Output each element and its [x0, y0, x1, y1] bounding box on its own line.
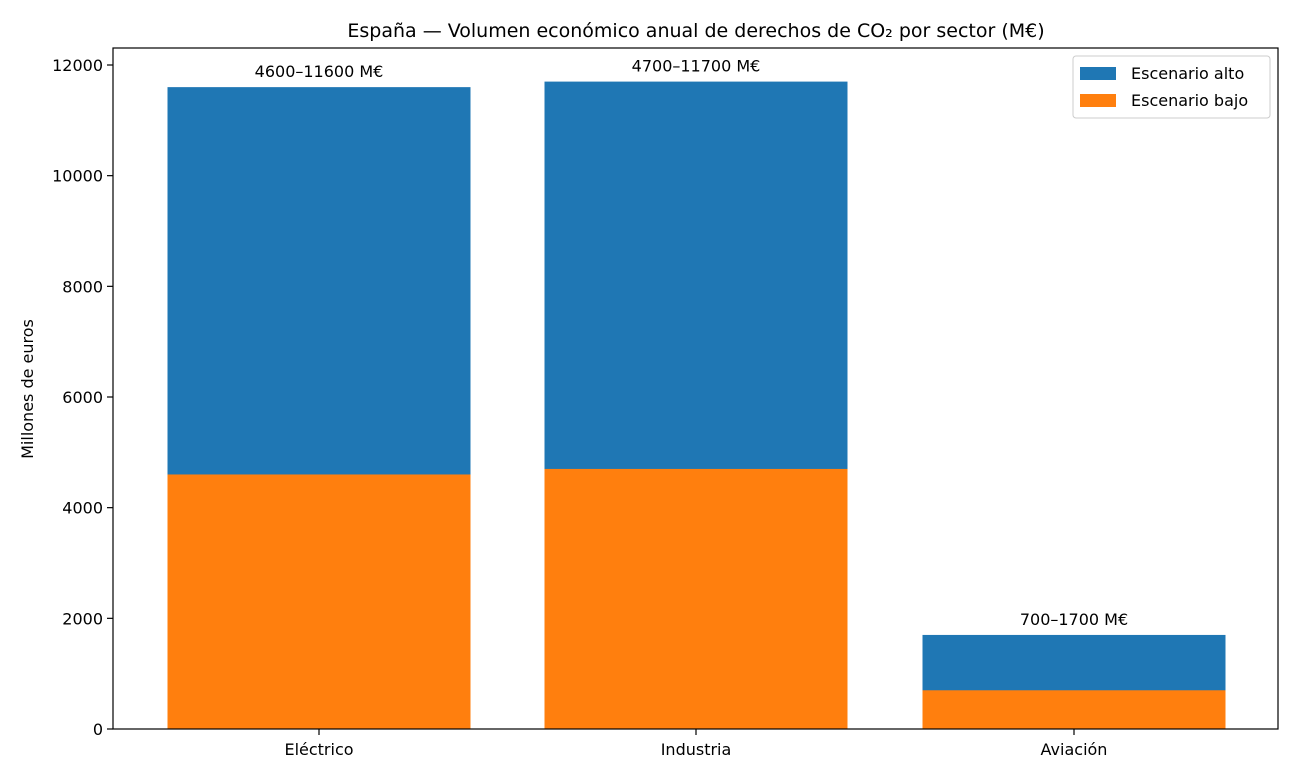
- y-tick-label: 6000: [62, 388, 103, 407]
- legend-box: [1072, 55, 1271, 119]
- y-tick-label: 8000: [62, 277, 103, 296]
- legend-swatch-bajo: [1080, 94, 1116, 107]
- x-tick-label: Aviación: [1041, 740, 1108, 759]
- x-tick-label: Industria: [661, 740, 732, 759]
- y-axis: 0 2000 4000 6000 8000 10000 12000: [52, 56, 113, 739]
- legend-label-alto: Escenario alto: [1131, 64, 1244, 83]
- y-tick-label: 0: [93, 720, 103, 739]
- bar-bajo-0: [167, 474, 471, 729]
- bar-bajo-1: [544, 468, 848, 729]
- y-tick-label: 12000: [52, 56, 103, 75]
- y-tick-label: 2000: [62, 609, 103, 628]
- x-tick-label: Eléctrico: [284, 740, 353, 759]
- y-tick-label: 4000: [62, 499, 103, 518]
- bar-bajo-2: [922, 690, 1226, 729]
- plot-frame: [112, 47, 1279, 730]
- y-tick-label: 10000: [52, 167, 103, 186]
- bar-labels-group: 4600–11600 M€ 4700–11700 M€ 700–1700 M€: [255, 57, 1129, 629]
- chart-title: España — Volumen económico anual de dere…: [347, 20, 1044, 42]
- legend: Escenario alto Escenario bajo: [1072, 55, 1271, 119]
- y-axis-label: Millones de euros: [18, 319, 37, 459]
- x-axis: Eléctrico Industria Aviación: [284, 729, 1107, 759]
- legend-swatch-alto: [1080, 67, 1116, 80]
- bar-value-label: 4700–11700 M€: [632, 57, 761, 76]
- bar-value-label: 700–1700 M€: [1020, 610, 1128, 629]
- bars-group: [167, 81, 1226, 730]
- bar-value-label: 4600–11600 M€: [255, 62, 384, 81]
- legend-label-bajo: Escenario bajo: [1131, 91, 1248, 110]
